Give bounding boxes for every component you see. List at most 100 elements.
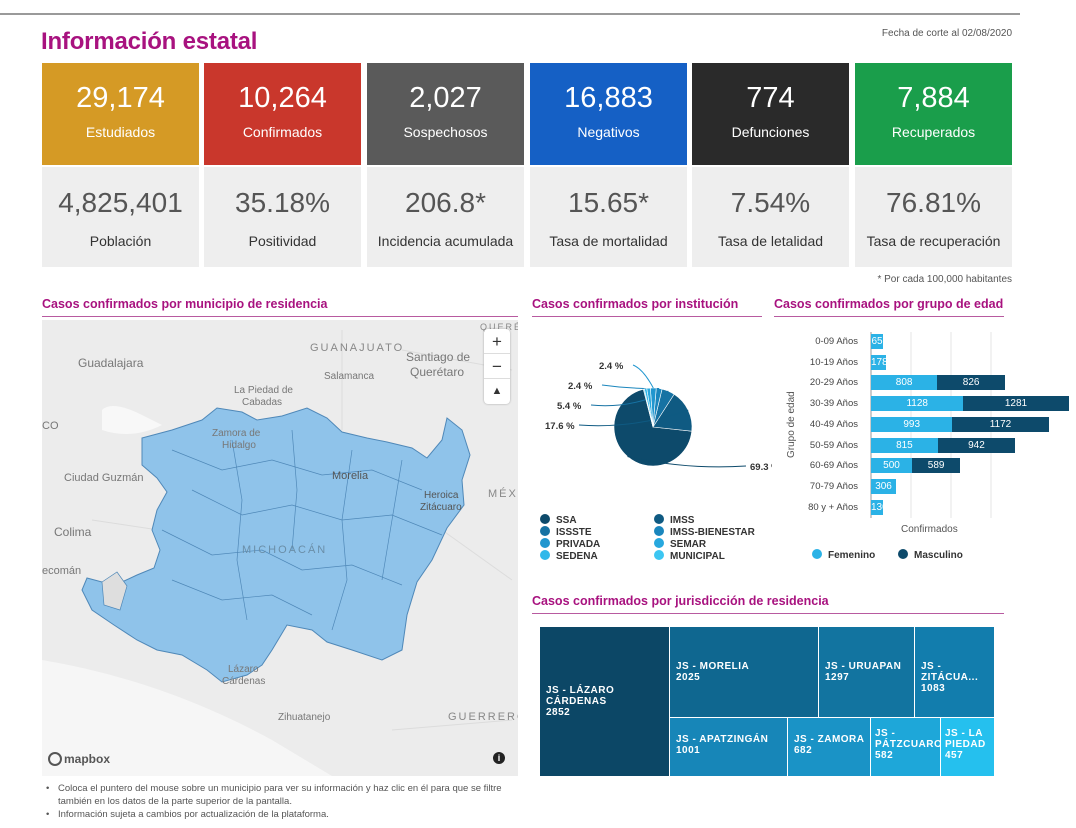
card-value: 16,883	[564, 82, 653, 114]
bullet-icon: •	[46, 783, 50, 794]
card-value: 29,174	[76, 82, 165, 114]
bar-masculino[interactable]: 1281	[963, 396, 1069, 412]
bar-femenino[interactable]: 65	[871, 334, 883, 349]
map-label-santiago: Santiago de	[406, 350, 471, 364]
legend-dot-icon	[654, 550, 664, 560]
cutoff-date: Fecha de corte al 02/08/2020	[881, 28, 1012, 39]
bar-femenino[interactable]: 993	[871, 416, 953, 432]
bar-masculino[interactable]: 826	[937, 375, 1005, 391]
legend-ssa[interactable]: SSA	[540, 514, 577, 526]
map-label-zamora2: Hidalgo	[222, 440, 256, 451]
bar-femenino[interactable]: 500	[871, 458, 912, 474]
card-label: Recuperados	[891, 124, 976, 140]
card-header[interactable]: 29,174 Estudiados	[42, 63, 199, 165]
treemap-cell-value: 1083	[921, 683, 946, 694]
card-estudiados[interactable]: 29,174 Estudiados 4,825,401 Población	[42, 63, 199, 267]
treemap-cell[interactable]: JS - LÁZARO CÁRDENAS 2852	[540, 627, 669, 776]
treemap-cell[interactable]: JS - URUAPAN 1297	[819, 627, 914, 717]
treemap-cell[interactable]: JS - MORELIA 2025	[670, 627, 818, 717]
map-label-piedad1: La Piedad de	[234, 385, 293, 396]
legend-femenino-text: Femenino	[828, 550, 876, 561]
bar-masculino[interactable]: 1172	[952, 416, 1049, 432]
card-stat: 76.81% Tasa de recuperación	[855, 167, 1012, 267]
legend-label: SSA	[556, 515, 577, 526]
card-negativos[interactable]: 16,883 Negativos 15.65* Tasa de mortalidad	[530, 63, 687, 267]
card-stat-label: Tasa de mortalidad	[549, 233, 668, 249]
card-recuperados[interactable]: 7,884 Recuperados 76.81% Tasa de recuperaci…	[855, 63, 1012, 267]
mapbox-logo[interactable]: mapbox	[48, 752, 110, 766]
bar-value-label: 826	[962, 377, 980, 389]
card-stat-label: Tasa de letalidad	[717, 233, 824, 249]
age-category-label: 30-39 Años	[809, 398, 858, 410]
treemap-cell[interactable]: JS - LA PIEDAD 457	[941, 718, 994, 776]
legend-issste[interactable]: ISSSTE	[540, 526, 592, 538]
michoacan-region[interactable]	[81, 407, 471, 683]
map-label-guanajuato: GUANAJUATO	[310, 342, 405, 354]
card-header[interactable]: 7,884 Recuperados	[855, 63, 1012, 165]
bar-value-label: 1281	[1004, 398, 1028, 410]
zoom-out-button[interactable]: −	[484, 354, 510, 379]
treemap-cell-name: JS - ZITÁCUA...	[921, 661, 979, 683]
card-label: Confirmados	[242, 124, 323, 140]
card-stat-value: 15.65*	[568, 187, 649, 218]
legend-dot-icon	[654, 526, 664, 536]
footnote-2-text: Información sujeta a cambios por actuali…	[58, 809, 329, 820]
bar-femenino[interactable]: 130	[871, 499, 888, 515]
mapbox-icon	[48, 752, 62, 766]
bar-masculino[interactable]: 589	[912, 458, 961, 474]
card-header[interactable]: 10,264 Confirmados	[204, 63, 361, 165]
treemap-cell-value: 2025	[676, 672, 701, 683]
card-stat: 4,825,401 Población	[42, 167, 199, 267]
bullet-icon: •	[46, 809, 50, 820]
legend-sedena[interactable]: SEDENA	[540, 550, 598, 562]
age-category-label: 70-79 Años	[809, 480, 858, 492]
map-section-title: Casos confirmados por municipio de resid…	[42, 297, 328, 311]
legend-privada[interactable]: PRIVADA	[540, 538, 600, 550]
legend-imss[interactable]: IMSS	[654, 514, 694, 526]
age-section-title: Casos confirmados por grupo de edad	[774, 297, 1004, 311]
legend-masculino-text: Masculino	[914, 550, 963, 561]
zoom-in-button[interactable]: +	[484, 329, 510, 354]
card-confirmados[interactable]: 10,264 Confirmados 35.18% Positividad	[204, 63, 361, 267]
bar-femenino[interactable]: 306	[871, 478, 897, 494]
jurisdiction-treemap: JS - LÁZARO CÁRDENAS 2852 JS - MORELIA 2025…	[540, 627, 995, 777]
card-value: 2,027	[409, 82, 482, 114]
legend-imss-bienestar[interactable]: IMSS-BIENESTAR	[654, 526, 755, 538]
card-sospechosos[interactable]: 2,027 Sospechosos 206.8* Incidencia acumula…	[367, 63, 524, 267]
map-label-salamanca: Salamanca	[324, 371, 375, 382]
bar-femenino[interactable]: 815	[871, 437, 938, 453]
legend-municipal[interactable]: MUNICIPAL	[654, 550, 725, 562]
compass-button[interactable]: ▲	[491, 385, 503, 397]
map-label-heroica2: Zitácuaro	[420, 502, 462, 513]
bar-value-label: 815	[896, 439, 913, 451]
bar-value-label: 306	[875, 480, 892, 492]
map-info-icon[interactable]: i	[493, 752, 505, 764]
treemap-cell[interactable]: JS - ZAMORA 682	[788, 718, 870, 776]
treemap-cell-name: JS - MORELIA	[676, 661, 750, 672]
card-defunciones[interactable]: 774 Defunciones 7.54% Tasa de letalidad	[692, 63, 849, 267]
card-header[interactable]: 774 Defunciones	[692, 63, 849, 165]
treemap-cell-name: JS - PÁTZCUARO	[875, 728, 943, 750]
map-label-queretaro-top: QUERÉTARO	[480, 322, 518, 332]
legend-semar[interactable]: SEMAR	[654, 538, 706, 550]
card-value: 7,884	[897, 82, 970, 114]
footnote-1-text: Coloca el puntero del mouse sobre un mun…	[58, 783, 502, 794]
card-header[interactable]: 16,883 Negativos	[530, 63, 687, 165]
card-header[interactable]: 2,027 Sospechosos	[367, 63, 524, 165]
treemap-cell[interactable]: JS - APATZINGÁN 1001	[670, 718, 787, 776]
bar-masculino[interactable]: 942	[937, 437, 1016, 453]
treemap-cell[interactable]: JS - PÁTZCUARO 582	[871, 718, 943, 776]
bar-femenino[interactable]: 1128	[871, 396, 964, 412]
bar-femenino[interactable]: 808	[871, 375, 938, 391]
bar-femenino[interactable]: 178	[871, 354, 888, 370]
pie-slice-municipal[interactable]	[642, 388, 654, 428]
treemap-cell[interactable]: JS - ZITÁCUA... 1083	[915, 627, 994, 717]
age-y-axis-label: Grupo de edad	[786, 391, 797, 458]
juris-section-line	[532, 613, 1004, 614]
card-label: Defunciones	[731, 124, 810, 140]
map-label-tecoman: ecomán	[42, 565, 82, 577]
pie-leader-line	[590, 390, 669, 407]
card-stat: 15.65* Tasa de mortalidad	[530, 167, 687, 267]
municipality-map[interactable]: QUERÉTARO GUANAJUATO Guadalajara Santiag…	[42, 320, 518, 776]
pie-label-imss-bienestar: 2.4 %	[568, 381, 593, 392]
